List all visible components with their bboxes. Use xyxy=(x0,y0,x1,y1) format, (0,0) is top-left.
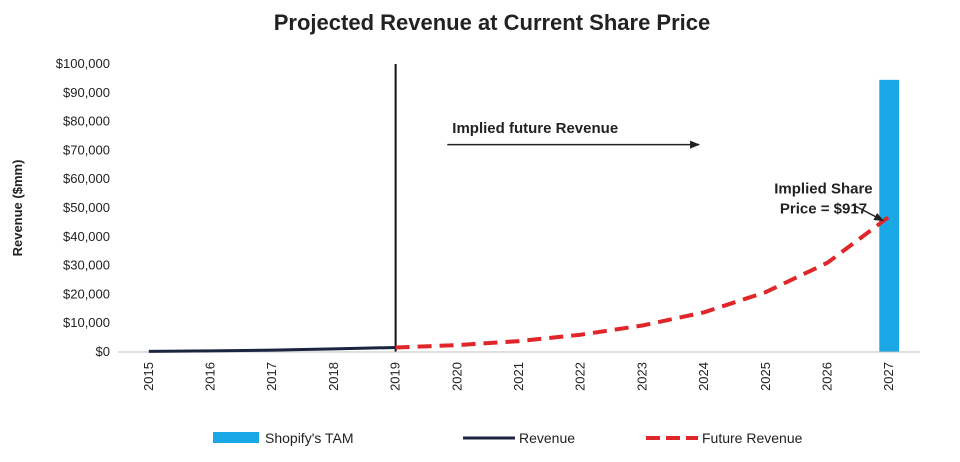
series-line-revenue xyxy=(148,346,396,353)
y-tick-label: $10,000 xyxy=(63,315,110,330)
y-tick-label: $70,000 xyxy=(63,142,110,157)
legend-label-shopify-s-tam: Shopify's TAM xyxy=(265,430,354,446)
annotation-implied-share-price: Price = $917 xyxy=(780,201,867,218)
x-tick-label: 2018 xyxy=(326,362,341,391)
series-line-future-revenue xyxy=(395,214,891,350)
annotation-implied-share-price: Implied Share xyxy=(774,181,872,198)
annotations: Implied future Revenue Implied Share Price… xyxy=(447,120,885,222)
x-tick-label: 2017 xyxy=(264,362,279,391)
y-tick-label: $100,000 xyxy=(56,56,110,71)
annotation-arrow-share-price xyxy=(853,204,885,222)
bar-series xyxy=(879,79,900,352)
line-series xyxy=(148,214,891,353)
x-tick-label: 2021 xyxy=(511,362,526,391)
y-tick-label: $30,000 xyxy=(63,258,110,273)
x-axis: 2015 2016 2017 2018 2019 2020 2021 2022 2023 2024… xyxy=(141,362,896,391)
legend-label-revenue: Revenue xyxy=(519,430,575,446)
x-tick-label: 2027 xyxy=(881,362,896,391)
x-tick-label: 2020 xyxy=(449,362,464,391)
y-axis-label: Revenue ($mm) xyxy=(10,160,25,257)
y-tick-label: $0 xyxy=(96,344,110,359)
x-tick-label: 2019 xyxy=(388,362,403,391)
y-axis: $0 $10,000 $20,000 $30,000 $40,000 $50,000 $60… xyxy=(56,56,110,359)
legend-label-future-revenue: Future Revenue xyxy=(702,430,803,446)
x-tick-label: 2016 xyxy=(203,362,218,391)
x-tick-label: 2024 xyxy=(696,362,711,391)
chart-title: Projected Revenue at Current Share Price xyxy=(274,10,711,35)
y-tick-label: $50,000 xyxy=(63,200,110,215)
x-tick-label: 2025 xyxy=(758,362,773,391)
annotation-implied-future-revenue: Implied future Revenue xyxy=(452,120,618,137)
x-tick-label: 2026 xyxy=(819,362,834,391)
y-tick-label: $60,000 xyxy=(63,171,110,186)
legend: Shopify's TAM Revenue Future Revenue xyxy=(213,430,803,446)
y-tick-label: $80,000 xyxy=(63,114,110,129)
x-tick-label: 2022 xyxy=(573,362,588,391)
legend-swatch-shopify-s-tam xyxy=(213,432,259,443)
y-tick-label: $40,000 xyxy=(63,229,110,244)
y-tick-label: $20,000 xyxy=(63,286,110,301)
x-tick-label: 2015 xyxy=(141,362,156,391)
bar-shopify-s-tam-2027 xyxy=(879,79,900,352)
x-tick-label: 2023 xyxy=(634,362,649,391)
y-tick-label: $90,000 xyxy=(63,85,110,100)
